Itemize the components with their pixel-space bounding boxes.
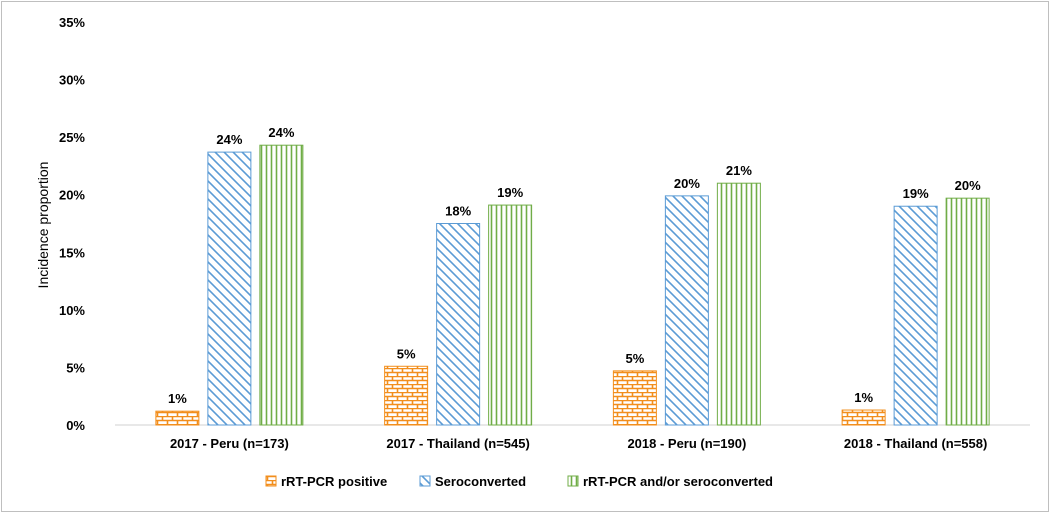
bar-brick xyxy=(155,410,200,426)
y-axis-ticks: 0% 5% 10% 15% 20% 25% 30% 35% xyxy=(59,15,85,433)
bar-diagonal xyxy=(893,205,938,426)
bar-brick xyxy=(841,409,886,426)
bar-vertical xyxy=(488,204,533,426)
bar-vertical xyxy=(716,182,761,426)
bar-vertical xyxy=(945,197,990,426)
x-tick-label: 2018 - Peru (n=190) xyxy=(627,436,746,451)
legend-swatch-brick xyxy=(265,475,277,487)
bar-diagonal xyxy=(664,195,709,426)
bars-group: 1% 24% 24% 5% 18% 19% 5% 20% 21% 1% 19% 20% xyxy=(155,125,990,426)
bar-diagonal xyxy=(436,223,481,426)
data-label: 19% xyxy=(497,185,523,200)
data-label: 24% xyxy=(268,125,294,140)
data-label: 20% xyxy=(674,176,700,191)
x-tick-label: 2017 - Thailand (n=545) xyxy=(386,436,529,451)
data-label: 5% xyxy=(625,351,644,366)
legend-label: rRT-PCR and/or seroconverted xyxy=(583,474,773,489)
y-tick-label: 35% xyxy=(59,15,85,30)
data-label: 1% xyxy=(168,391,187,406)
bar-vertical xyxy=(259,144,304,426)
bar-diagonal xyxy=(207,151,252,426)
x-tick-label: 2017 - Peru (n=173) xyxy=(170,436,289,451)
y-axis-label: Incidence proportion xyxy=(35,162,51,289)
legend-swatch-vertical xyxy=(567,475,579,487)
legend-swatch-diagonal xyxy=(419,475,431,487)
legend-label: rRT-PCR positive xyxy=(281,474,387,489)
legend-label: Seroconverted xyxy=(435,474,526,489)
legend: rRT-PCR positive Seroconverted rRT-PCR and… xyxy=(265,474,773,489)
y-tick-label: 5% xyxy=(66,360,85,375)
x-tick-label: 2018 - Thailand (n=558) xyxy=(844,436,987,451)
data-label: 19% xyxy=(903,186,929,201)
category-labels: 2017 - Peru (n=173) 2017 - Thailand (n=54… xyxy=(170,436,987,451)
y-tick-label: 10% xyxy=(59,303,85,318)
y-tick-label: 0% xyxy=(66,418,85,433)
data-label: 24% xyxy=(216,132,242,147)
bar-brick xyxy=(384,365,429,426)
y-tick-label: 25% xyxy=(59,130,85,145)
y-tick-label: 30% xyxy=(59,73,85,88)
data-label: 21% xyxy=(726,163,752,178)
data-label: 18% xyxy=(445,204,471,219)
data-label: 20% xyxy=(955,178,981,193)
y-tick-label: 15% xyxy=(59,245,85,260)
y-tick-label: 20% xyxy=(59,188,85,203)
bar-brick xyxy=(612,370,657,426)
data-label: 1% xyxy=(854,390,873,405)
data-label: 5% xyxy=(397,346,416,361)
